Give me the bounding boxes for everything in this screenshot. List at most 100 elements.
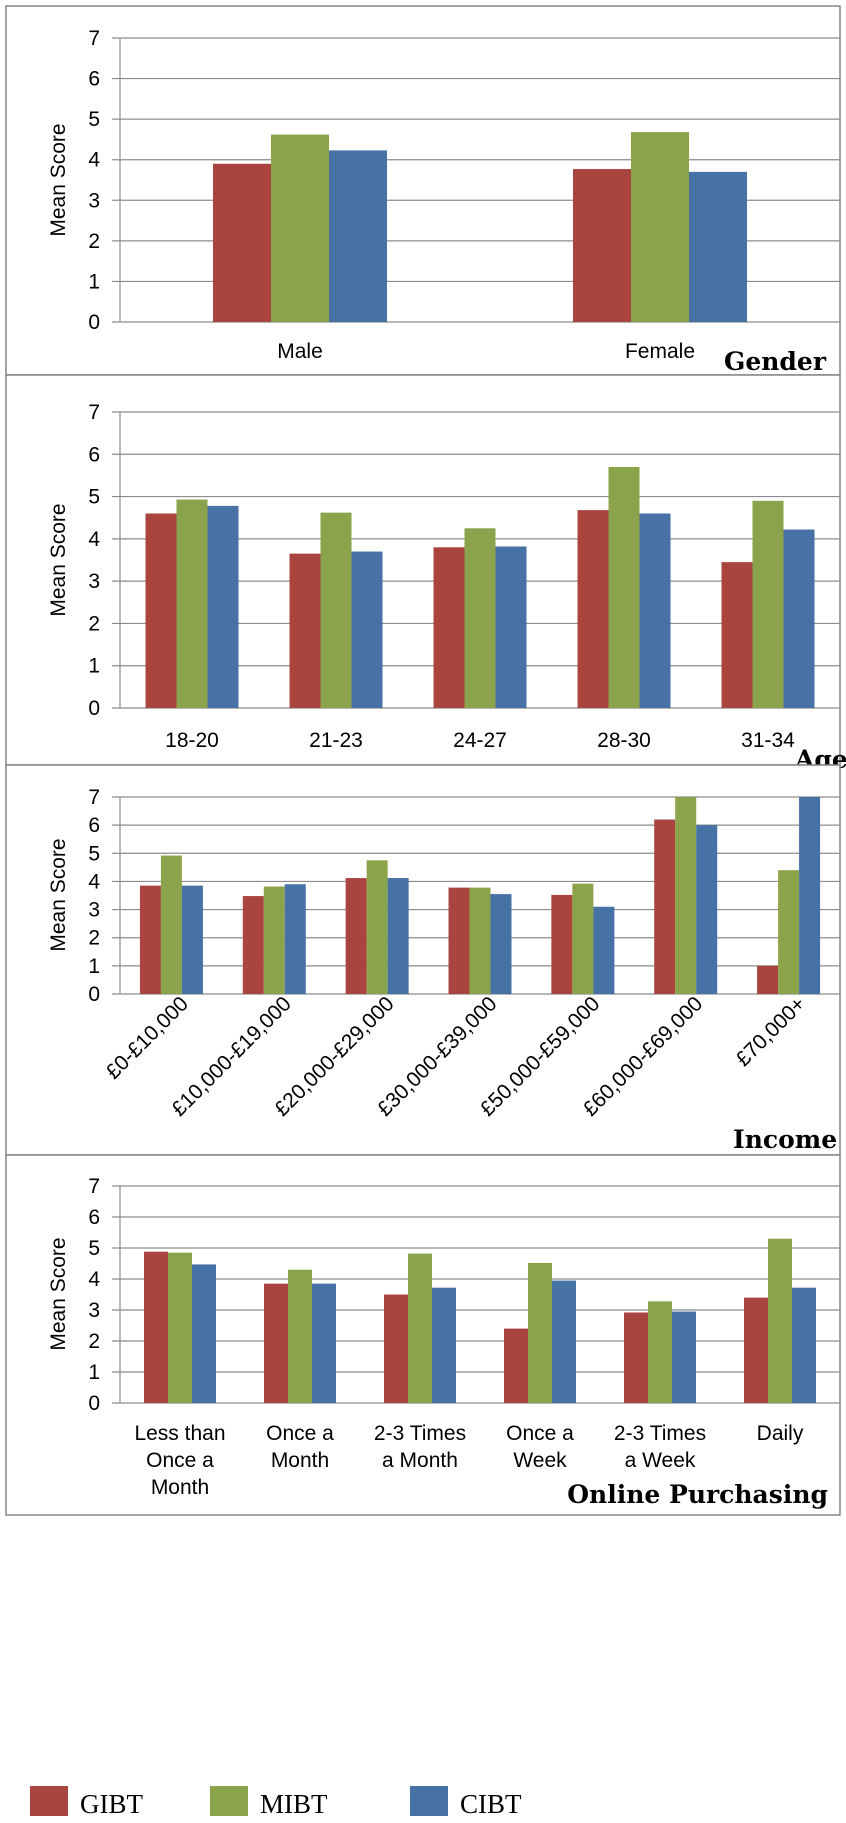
y-tick-label: 1: [88, 655, 100, 678]
y-tick-label: 5: [88, 108, 100, 131]
chart-title: Income: [733, 1125, 837, 1154]
y-tick-label: 3: [88, 570, 100, 593]
y-axis-label: Mean Score: [47, 123, 70, 236]
bar-cibt: [490, 894, 512, 994]
bar-gibt: [145, 513, 177, 708]
y-tick-label: 1: [88, 1361, 100, 1384]
bar-cibt: [783, 529, 815, 708]
bar-mibt: [631, 132, 689, 322]
y-tick-label: 4: [88, 528, 100, 551]
bar-mibt: [608, 466, 640, 708]
bar-cibt: [387, 878, 409, 994]
bar-cibt: [432, 1287, 456, 1403]
bar-mibt: [572, 883, 594, 994]
y-tick-label: 3: [88, 899, 100, 922]
x-tick-label: 21-23: [309, 729, 363, 752]
bar-mibt: [752, 500, 784, 708]
y-tick-label: 2: [88, 230, 100, 253]
bar-cibt: [799, 797, 821, 994]
bar-mibt: [263, 886, 285, 994]
bar-cibt: [284, 884, 306, 994]
x-tick-label: Female: [625, 340, 695, 363]
bar-cibt: [593, 906, 615, 994]
bar-cibt: [689, 171, 747, 322]
bar-gibt: [504, 1328, 528, 1403]
legend-label: GIBT: [80, 1789, 143, 1819]
bar-mibt: [288, 1269, 312, 1403]
bar-cibt: [696, 825, 718, 994]
legend-swatch: [210, 1786, 248, 1816]
bar-gibt: [551, 894, 573, 994]
y-axis-label: Mean Score: [47, 838, 70, 951]
bar-mibt: [648, 1301, 672, 1403]
bar-mibt: [528, 1262, 552, 1403]
y-tick-label: 5: [88, 1237, 100, 1260]
chart-panel-gender: 0 1 2 3 4 5 6 7 Mean Score Male Female Gender: [5, 5, 841, 376]
bar-mibt: [768, 1238, 792, 1403]
bar-cibt: [552, 1280, 576, 1403]
bar-cibt: [329, 150, 387, 322]
y-tick-label: 7: [88, 27, 100, 50]
x-tick-label: Week: [513, 1449, 567, 1472]
y-axis-label: Mean Score: [47, 503, 70, 616]
y-tick-label: 2: [88, 927, 100, 950]
bar-gibt: [573, 169, 631, 322]
x-tick-label: a Month: [382, 1449, 458, 1472]
chart-title: Online Purchasing: [567, 1480, 828, 1509]
bar-gibt: [289, 553, 321, 708]
chart-title: Gender: [724, 347, 827, 376]
y-tick-label: 5: [88, 486, 100, 509]
bar-gibt: [384, 1294, 408, 1403]
bar-gibt: [654, 819, 676, 994]
x-tick-label: Month: [151, 1476, 209, 1499]
legend-item-cibt: CIBT: [410, 1786, 522, 1819]
y-tick-label: 1: [88, 955, 100, 978]
x-tick-label: Less than: [134, 1422, 225, 1445]
x-tick-label: Once a: [146, 1449, 214, 1472]
bar-cibt: [639, 513, 671, 708]
x-tick-label: 24-27: [453, 729, 507, 752]
bar-mibt: [176, 499, 208, 708]
x-tick-label: 31-34: [741, 729, 795, 752]
bar-gibt: [433, 547, 465, 708]
legend-swatch: [410, 1786, 448, 1816]
x-tick-label: Once a: [506, 1422, 574, 1445]
bar-gibt: [744, 1297, 768, 1403]
y-tick-label: 4: [88, 1268, 100, 1291]
y-tick-label: 3: [88, 1299, 100, 1322]
bar-mibt: [469, 887, 491, 994]
bar-mibt: [366, 860, 388, 994]
panel-frame: [5, 374, 841, 766]
x-tick-label: 18-20: [165, 729, 219, 752]
bar-gibt: [264, 1283, 288, 1403]
x-tick-label: Male: [277, 340, 323, 363]
y-tick-label: 5: [88, 842, 100, 865]
legend-label: MIBT: [260, 1789, 328, 1819]
y-tick-label: 6: [88, 814, 100, 837]
bar-mibt: [320, 512, 352, 708]
bar-gibt: [139, 885, 161, 994]
y-tick-label: 6: [88, 68, 100, 91]
y-axis-label: Mean Score: [47, 1237, 70, 1350]
bar-cibt: [312, 1283, 336, 1403]
y-tick-label: 1: [88, 270, 100, 293]
bar-mibt: [408, 1253, 432, 1403]
bar-gibt: [345, 878, 367, 994]
x-tick-label: Daily: [757, 1422, 804, 1445]
bar-gibt: [144, 1251, 168, 1403]
chart-panel-online-purchasing: 0 1 2 3 4 5 6 7 Mean Score Less than Once a Month On…: [5, 1154, 841, 1516]
y-tick-label: 0: [88, 697, 100, 720]
bar-cibt: [192, 1264, 216, 1403]
legend-label: CIBT: [460, 1789, 522, 1819]
y-tick-label: 6: [88, 1206, 100, 1229]
y-tick-label: 3: [88, 189, 100, 212]
x-tick-label: Month: [271, 1449, 329, 1472]
y-tick-label: 4: [88, 149, 100, 172]
y-tick-label: 4: [88, 870, 100, 893]
bar-mibt: [160, 855, 182, 994]
legend-item-mibt: MIBT: [210, 1786, 328, 1819]
bar-cibt: [792, 1287, 816, 1403]
bar-gibt: [213, 163, 271, 322]
